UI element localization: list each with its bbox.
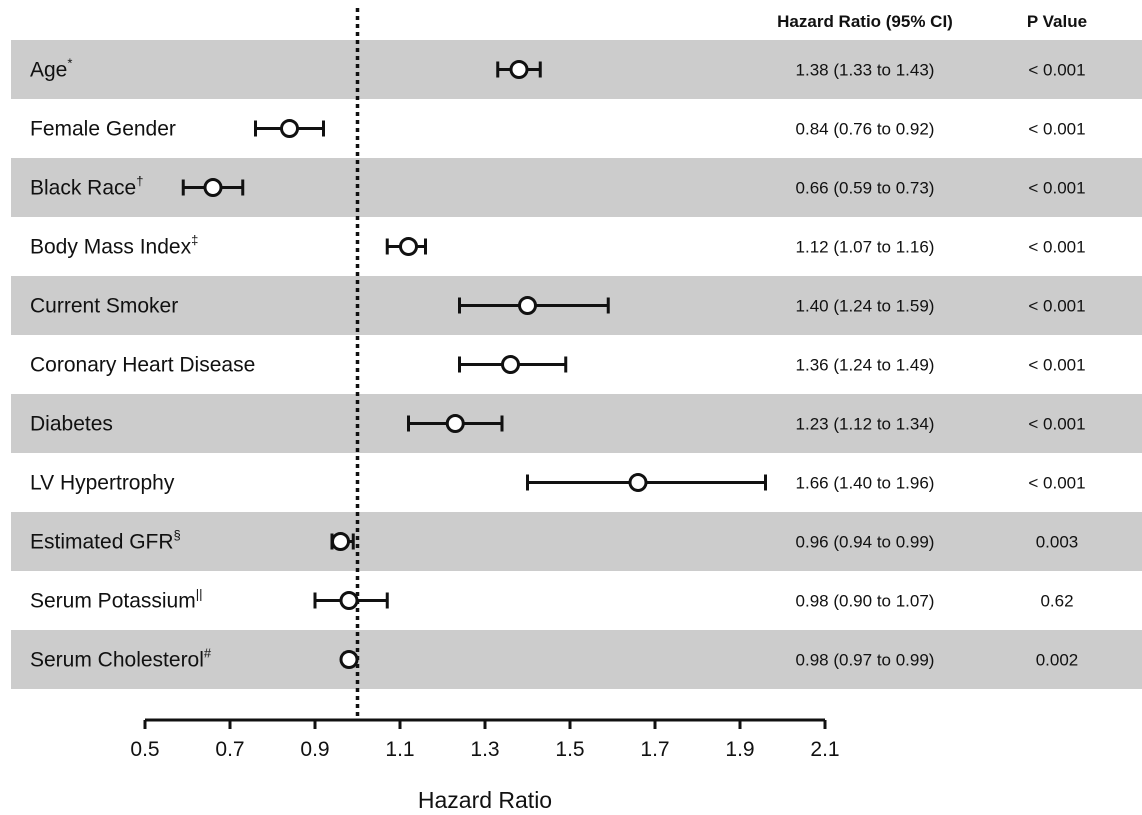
p-value-text: 0.62 [1040,592,1073,611]
forest-row: Current Smoker 1.40 (1.24 to 1.59) < 0.001 [30,295,1086,318]
hr-ci-text: 0.66 (0.59 to 0.73) [796,179,935,198]
p-value-text: < 0.001 [1028,415,1085,434]
hr-point [331,532,350,551]
header-hazard-ratio: Hazard Ratio (95% CI) [777,12,953,31]
row-label: Current Smoker [30,295,178,318]
forest-row: Body Mass Index‡ 1.12 (1.07 to 1.16) < 0.0… [30,233,1086,259]
hr-point [501,355,520,374]
x-tick-label: 1.9 [725,738,754,761]
header-p-value: P Value [1027,12,1087,31]
row-label: Diabetes [30,413,113,436]
row-band [11,40,1142,99]
hr-ci-text: 1.38 (1.33 to 1.43) [796,61,935,80]
hr-ci-text: 0.84 (0.76 to 0.92) [796,120,935,139]
hr-ci-text: 1.23 (1.12 to 1.34) [796,415,935,434]
x-tick-label: 2.1 [810,738,839,761]
row-label: LV Hypertrophy [30,472,175,495]
forest-row: Diabetes 1.23 (1.12 to 1.34) < 0.001 [30,413,1086,436]
row-label: Age* [30,56,72,82]
row-band [11,394,1142,453]
p-value-text: < 0.001 [1028,179,1085,198]
hr-ci-text: 1.40 (1.24 to 1.59) [796,297,935,316]
row-label: Coronary Heart Disease [30,354,255,377]
hr-point [339,650,359,669]
column-headers: Hazard Ratio (95% CI) P Value [777,12,1087,31]
hr-ci-text: 1.66 (1.40 to 1.96) [796,474,935,493]
hr-point [339,591,359,610]
row-label: Body Mass Index‡ [30,233,198,259]
forest-row: Coronary Heart Disease 1.36 (1.24 to 1.49… [30,354,1086,377]
p-value-text: < 0.001 [1028,297,1085,316]
hr-ci-text: 0.98 (0.90 to 1.07) [796,592,935,611]
row-band [11,158,1142,217]
x-tick-label: 1.3 [470,738,499,761]
row-band [11,630,1142,689]
forest-row: Serum Cholesterol# 0.98 (0.97 to 0.99) 0.0… [30,646,1078,672]
hr-point [518,296,537,315]
row-label: Estimated GFR§ [30,528,181,554]
forest-row: Age* 1.38 (1.33 to 1.43) < 0.001 [30,56,1086,82]
forest-row: LV Hypertrophy 1.66 (1.40 to 1.96) < 0.001 [30,472,1086,495]
p-value-text: 0.002 [1036,651,1079,670]
row-label: Female Gender [30,118,176,141]
row-footnote-mark: # [204,646,212,661]
row-label: Black Race† [30,174,143,200]
row-footnote-mark: ‡ [191,233,198,248]
row-footnote-mark: * [67,56,72,71]
row-bands [11,40,1142,689]
hr-ci-text: 1.36 (1.24 to 1.49) [796,356,935,375]
row-footnote-mark: || [196,587,203,602]
forest-row: Female Gender 0.84 (0.76 to 0.92) < 0.001 [30,118,1086,141]
hr-ci-text: 0.98 (0.97 to 0.99) [796,651,935,670]
row-footnote-mark: † [136,174,143,189]
x-tick-label: 0.5 [130,738,159,761]
x-tick-label: 1.1 [385,738,414,761]
p-value-text: < 0.001 [1028,61,1085,80]
p-value-text: < 0.001 [1028,356,1085,375]
hr-ci-text: 1.12 (1.07 to 1.16) [796,238,935,257]
forest-row: Black Race† 0.66 (0.59 to 0.73) < 0.001 [30,174,1086,200]
forest-row: Estimated GFR§ 0.96 (0.94 to 0.99) 0.003 [30,528,1078,554]
hr-point [399,237,418,256]
x-tick-label: 0.9 [300,738,329,761]
hr-point [445,414,465,433]
p-value-text: < 0.001 [1028,474,1085,493]
x-axis-title: Hazard Ratio [418,787,552,813]
row-band [11,512,1142,571]
row-footnote-mark: § [174,528,181,543]
row-label: Serum Cholesterol# [30,646,212,672]
hr-point [203,178,223,197]
x-axis: 0.5 0.7 0.9 1.1 1.3 1.5 1.7 1.9 2.1 [130,718,840,761]
p-value-text: 0.003 [1036,533,1079,552]
hr-ci-text: 0.96 (0.94 to 0.99) [796,533,935,552]
x-tick-label: 1.5 [555,738,584,761]
x-tick-label: 1.7 [640,738,669,761]
hr-point [280,119,299,138]
p-value-text: < 0.001 [1028,120,1085,139]
hr-point [509,60,529,79]
row-label: Serum Potassium|| [30,587,203,613]
p-value-text: < 0.001 [1028,238,1085,257]
forest-row: Serum Potassium|| 0.98 (0.90 to 1.07) 0.62 [30,587,1074,613]
x-tick-label: 0.7 [215,738,244,761]
hr-point [628,473,648,492]
